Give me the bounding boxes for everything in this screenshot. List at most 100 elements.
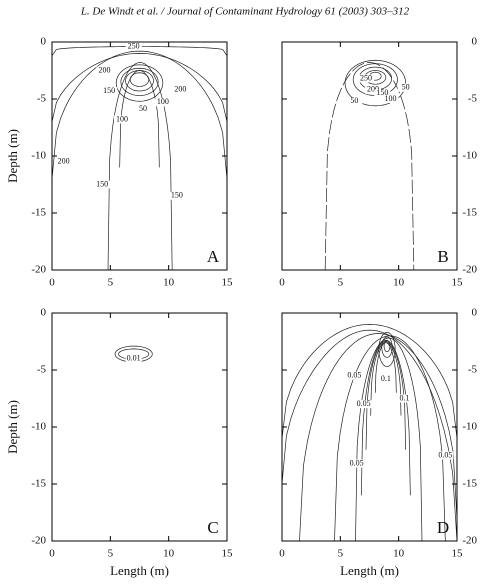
contour-label: 200 [174, 85, 186, 94]
contour-label-bg [374, 89, 391, 98]
y-tick-label: -5 [468, 93, 478, 105]
contour-label-bg [348, 459, 365, 468]
panel-label: C [207, 518, 218, 537]
contour-label: 0.1 [381, 374, 391, 383]
contours: 0.05 0.05 0.1 0.1 0.05 0.05 [282, 324, 457, 541]
x-tick-label: 0 [49, 548, 55, 560]
contour-label-bg [154, 98, 171, 107]
contour-line [129, 72, 150, 87]
contour-label: 0.05 [350, 458, 364, 467]
contour-line [52, 50, 227, 179]
y-tick-label: -20 [462, 264, 477, 276]
y-tick-label: -10 [31, 421, 46, 433]
x-tick-label: 5 [338, 548, 344, 560]
contour-label: 250 [128, 41, 140, 50]
y-tick-label: 0 [41, 307, 47, 319]
contour-label-bg [382, 95, 399, 103]
y-tick-label: -15 [31, 478, 46, 490]
x-tick-label: 5 [338, 277, 344, 289]
x-tick-label: 10 [163, 277, 175, 289]
contour-label-bg [135, 105, 151, 114]
x-tick-label: 10 [393, 548, 405, 560]
y-tick-label: -10 [31, 150, 46, 162]
contour-line [282, 324, 457, 439]
y-tick-label: -10 [462, 150, 477, 162]
contour-label: 150 [171, 191, 183, 200]
contour-label-bg [168, 191, 185, 200]
contour-label: 200 [58, 157, 70, 166]
contour-label: 0.05 [438, 450, 452, 459]
y-tick-label: -20 [462, 535, 477, 547]
contour-label-bg [396, 394, 413, 403]
contour-line [378, 332, 396, 367]
contour-line [365, 341, 407, 450]
contour-label: 150 [96, 179, 108, 188]
contours: 0.01 [114, 345, 153, 363]
contour-line [114, 345, 153, 363]
contour-line [360, 340, 411, 496]
frame [51, 312, 228, 542]
contour-line [383, 340, 391, 353]
y-tick-label: 0 [472, 36, 478, 48]
contour-line [115, 64, 164, 102]
panel-label: D [437, 518, 449, 537]
contour-label: 250 [360, 73, 372, 82]
contour-line [52, 53, 227, 122]
contour-line [381, 336, 393, 358]
panel-label: B [437, 247, 448, 266]
y-tick-label: -15 [462, 207, 477, 219]
contour-label-bg [94, 180, 111, 189]
x-tick-label: 5 [108, 548, 114, 560]
y-axis-label: Depth (m) [5, 400, 20, 454]
x-tick-label: 15 [222, 548, 234, 560]
contour-label-bg [355, 400, 372, 409]
x-tick-label: 5 [108, 277, 114, 289]
contour-label-bg [377, 375, 394, 384]
y-tick-label: -5 [468, 364, 478, 376]
contour-line [120, 67, 159, 96]
contour-label-bg [365, 85, 381, 94]
contour-label: 200 [99, 65, 111, 74]
x-tick-label: 10 [393, 277, 405, 289]
contour-label-bg [358, 74, 374, 83]
y-tick-label: -10 [462, 421, 477, 433]
contour-line [355, 337, 423, 541]
x-tick-label: 0 [279, 548, 285, 560]
contours: 250 200 150 100 50 100 200 200 150 150 [52, 41, 227, 270]
panel: 0.01 0 5 10 15 0 -5 -10 -15 -20 C Depth (m) Length (… [5, 307, 233, 578]
x-axis-label: Length (m) [340, 563, 399, 578]
y-tick-label: -20 [31, 264, 46, 276]
contour-label: 50 [402, 82, 410, 91]
contour-label: 100 [157, 97, 169, 106]
contour-line [282, 329, 457, 541]
contour-label-bg [55, 157, 72, 166]
contour-line [324, 62, 415, 270]
y-tick-label: -5 [37, 364, 47, 376]
contour-label: 0.05 [357, 399, 371, 408]
x-tick-label: 15 [452, 277, 464, 289]
contour-label-bg [172, 85, 189, 94]
contour-label-bg [397, 83, 414, 92]
contour-label: 200 [367, 85, 379, 94]
contour-label-bg [437, 451, 454, 460]
contour-label: 100 [116, 114, 128, 123]
y-tick-label: -15 [462, 478, 477, 490]
contour-line [334, 335, 446, 541]
y-axis-label: Depth (m) [5, 129, 20, 183]
y-tick-label: 0 [41, 36, 47, 48]
panel: 0.05 0.05 0.1 0.1 0.05 0.05 0 5 10 15 0 -5 -10 -15 -20… [279, 307, 477, 578]
y-tick-label: -20 [31, 535, 46, 547]
y-tick-label: -15 [31, 207, 46, 219]
contour-line [374, 342, 397, 393]
contour-label-bg [101, 87, 118, 96]
contour-label-bg [96, 66, 113, 75]
contour-label-bg [125, 42, 142, 51]
contour-label: 150 [103, 86, 115, 95]
y-tick-label: -5 [37, 93, 47, 105]
x-tick-label: 0 [49, 277, 55, 289]
contour-line [107, 62, 173, 270]
contour-label-bg [346, 371, 363, 380]
x-tick-label: 15 [222, 277, 234, 289]
